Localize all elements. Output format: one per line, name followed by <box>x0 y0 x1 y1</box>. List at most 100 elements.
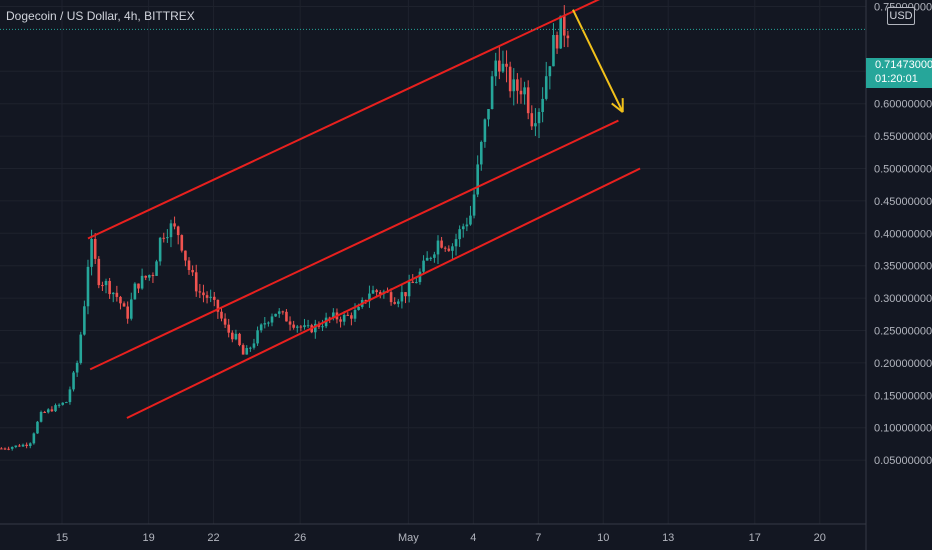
candlestick-series <box>0 5 570 451</box>
candle-body <box>256 330 259 344</box>
candle-body <box>72 372 75 390</box>
candle-body <box>443 247 447 249</box>
candle-body <box>267 322 270 324</box>
candle-body <box>321 326 324 328</box>
candle-body <box>79 334 83 363</box>
candle-body <box>198 291 202 293</box>
candle-body <box>306 325 310 327</box>
candle-body <box>454 239 458 247</box>
candle-body <box>259 324 263 331</box>
candle-body <box>559 15 562 49</box>
candle-body <box>371 290 375 294</box>
candle-body <box>494 60 498 77</box>
candle-body <box>54 405 57 412</box>
candle-body <box>277 311 281 314</box>
candle-body <box>187 260 191 271</box>
candle-body <box>209 296 212 298</box>
candle-body <box>407 281 411 297</box>
candle-body <box>140 275 144 289</box>
channel-line <box>87 0 601 240</box>
candle-body <box>339 319 342 322</box>
candle-body <box>216 299 220 312</box>
candle-body <box>552 34 555 67</box>
x-tick-label: 20 <box>814 532 826 544</box>
candle-body <box>389 292 393 303</box>
candle-body <box>111 292 115 295</box>
candle-body <box>562 15 566 36</box>
candle-body <box>332 312 335 319</box>
candle-body <box>404 292 407 297</box>
y-tick-label: 0.10000000 <box>874 423 932 435</box>
candle-body <box>50 409 54 412</box>
countdown-label: 01:20:01 <box>875 73 918 85</box>
y-tick-label: 0.40000000 <box>874 228 932 240</box>
candle-body <box>292 324 295 328</box>
candle-body <box>245 348 249 355</box>
candle-body <box>212 296 216 300</box>
candle-body <box>176 226 180 236</box>
y-tick-label: 0.15000000 <box>874 390 932 402</box>
candle-body <box>353 309 357 319</box>
candle-body <box>541 98 544 112</box>
candle-body <box>43 411 46 413</box>
candle-body <box>227 324 231 333</box>
candle-body <box>151 275 155 277</box>
candle-body <box>440 240 443 248</box>
candle-body <box>508 66 512 92</box>
candle-body <box>436 240 440 255</box>
x-tick-label: 15 <box>56 532 68 544</box>
candle-body <box>447 248 451 251</box>
candle-body <box>274 313 277 317</box>
candle-body <box>169 223 173 238</box>
candle-body <box>28 443 32 446</box>
candle-body <box>270 316 274 323</box>
candle-body <box>548 66 552 77</box>
candle-body <box>295 326 299 328</box>
candle-body <box>202 292 205 296</box>
candle-body <box>234 333 238 340</box>
x-tick-label: 17 <box>749 532 761 544</box>
candle-body <box>342 314 346 322</box>
x-tick-label: 7 <box>535 532 541 544</box>
x-tick-label: 22 <box>207 532 219 544</box>
forecast-arrow <box>572 9 624 113</box>
candle-body <box>7 448 10 450</box>
candle-body <box>83 306 86 335</box>
candle-body <box>61 402 65 405</box>
x-tick-label: 19 <box>142 532 154 544</box>
candle-body <box>490 76 494 109</box>
candle-body <box>137 283 140 289</box>
candle-body <box>451 246 454 251</box>
x-tick-label: 26 <box>294 532 306 544</box>
current-price-label: 0.71473000 <box>875 59 932 71</box>
candle-body <box>429 257 433 259</box>
candle-body <box>144 275 148 278</box>
candle-body <box>458 229 461 240</box>
currency-button[interactable]: USD <box>887 7 915 25</box>
chart-grid <box>0 0 866 524</box>
candle-body <box>544 76 548 99</box>
candle-body <box>173 223 176 227</box>
candle-body <box>328 317 332 319</box>
candle-body <box>519 90 523 95</box>
channel-line <box>89 119 619 371</box>
candle-body <box>238 333 241 346</box>
candle-body <box>108 280 111 295</box>
candle-body <box>465 224 469 227</box>
candle-body <box>65 402 68 404</box>
candle-body <box>249 347 252 349</box>
candle-body <box>97 258 101 286</box>
x-tick-label: 10 <box>597 532 609 544</box>
x-axis[interactable]: 15 19 22 26 May 4 7 10 13 17 20 <box>56 532 826 544</box>
candle-body <box>418 271 422 283</box>
candle-body <box>472 194 476 216</box>
candle-body <box>425 257 429 261</box>
candle-body <box>241 345 245 355</box>
candle-body <box>18 445 21 447</box>
y-tick-label: 0.30000000 <box>874 293 932 305</box>
candle-body <box>537 111 541 124</box>
candle-body <box>158 237 162 262</box>
candle-body <box>162 237 166 239</box>
candle-body <box>10 447 14 449</box>
